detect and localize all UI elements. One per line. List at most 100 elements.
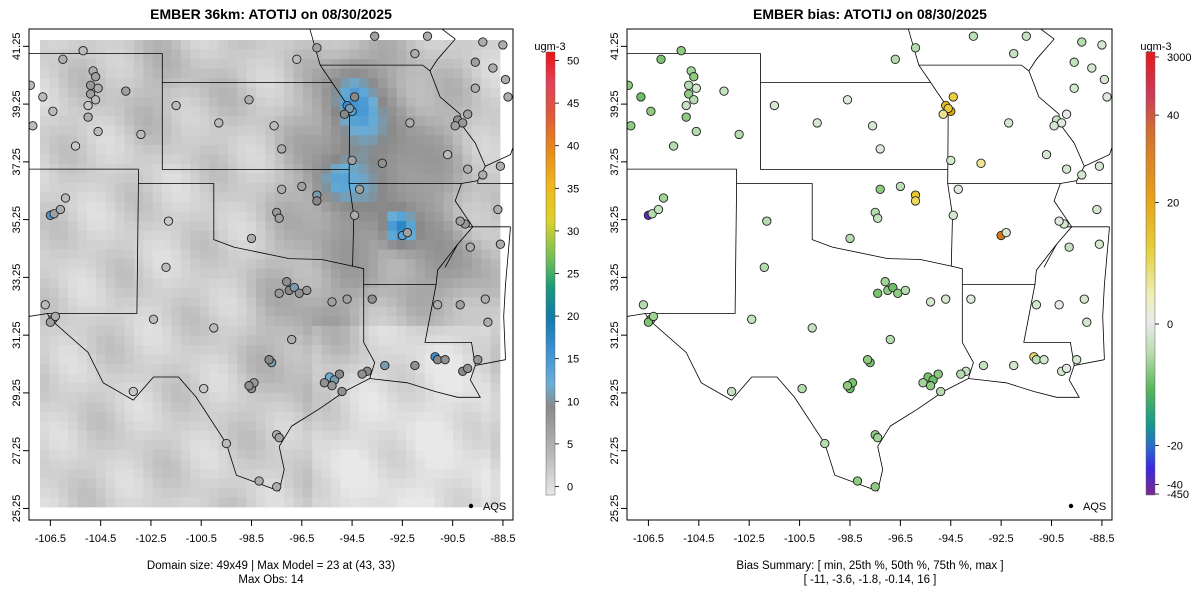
observation-site	[221, 438, 232, 449]
grid-cell	[293, 116, 304, 127]
grid-cell	[481, 268, 492, 279]
grid-cell	[406, 125, 416, 136]
bias-site	[1092, 204, 1102, 215]
grid-cell	[171, 411, 182, 422]
grid-cell	[227, 211, 238, 222]
colorbar-tick-label: 30	[567, 226, 579, 238]
grid-cell	[406, 440, 416, 451]
grid-cell	[312, 287, 323, 298]
grid-cell	[490, 449, 501, 460]
grid-cell	[218, 487, 229, 498]
grid-cell	[208, 97, 219, 108]
grid-cell	[265, 383, 276, 394]
grid-cell	[274, 97, 285, 108]
grid-cell	[218, 497, 229, 508]
grid-cell	[143, 116, 154, 127]
grid-cell	[387, 230, 398, 241]
grid-cell	[340, 383, 351, 394]
grid-cell	[331, 411, 341, 422]
grid-cell	[471, 325, 482, 336]
grid-cell	[302, 259, 313, 270]
grid-cell	[246, 487, 257, 498]
grid-cell	[255, 230, 266, 241]
bias-site	[1082, 317, 1092, 327]
grid-cell	[424, 125, 435, 136]
grid-cell	[302, 40, 313, 50]
bias-site	[1064, 242, 1074, 252]
grid-cell	[143, 487, 154, 498]
grid-cell	[302, 68, 313, 79]
grid-cell	[218, 78, 229, 89]
grid-cell	[434, 449, 445, 460]
grid-cell	[490, 487, 501, 498]
state-border	[29, 53, 351, 184]
grid-cell	[199, 87, 210, 98]
grid-cell	[68, 392, 78, 403]
observation-site	[442, 149, 453, 160]
grid-cell	[96, 240, 107, 251]
grid-cell	[321, 449, 332, 460]
grid-cell	[152, 459, 163, 470]
grid-cell	[237, 173, 247, 184]
grid-cell	[246, 202, 257, 212]
grid-cell	[396, 202, 407, 212]
grid-cell	[246, 240, 257, 251]
grid-cell	[274, 335, 285, 346]
grid-cell	[68, 497, 78, 508]
bias-site	[978, 360, 989, 371]
grid-cell	[424, 249, 435, 260]
grid-cell	[331, 449, 341, 460]
grid-cell	[481, 230, 492, 241]
y-tick-label: 31.25	[609, 321, 621, 349]
grid-cell	[124, 297, 135, 308]
grid-cell	[208, 411, 219, 422]
grid-cell	[218, 163, 229, 174]
grid-cell	[171, 87, 182, 98]
grid-cell	[199, 440, 210, 451]
grid-cell	[218, 316, 229, 327]
grid-cell	[359, 59, 369, 69]
grid-cell	[199, 68, 210, 79]
grid-cell	[255, 497, 266, 508]
y-tick-label: 29.25	[11, 379, 23, 407]
grid-cell	[180, 59, 191, 69]
grid-cell	[331, 173, 341, 184]
grid-cell	[462, 335, 473, 346]
grid-cell	[293, 411, 304, 422]
grid-cell	[340, 230, 351, 241]
grid-cell	[340, 125, 351, 136]
grid-cell	[434, 325, 445, 336]
grid-cell	[255, 135, 266, 146]
grid-cell	[105, 411, 116, 422]
grid-cell	[255, 344, 266, 355]
grid-cell	[443, 125, 454, 136]
grid-cell	[152, 49, 163, 60]
grid-cell	[143, 459, 154, 470]
grid-cell	[133, 259, 144, 270]
grid-cell	[331, 440, 341, 451]
grid-cell	[434, 268, 445, 279]
grid-cell	[274, 221, 285, 232]
grid-cell	[274, 154, 285, 165]
grid-cell	[490, 459, 501, 470]
y-tick-label: 29.25	[609, 379, 621, 407]
grid-cell	[227, 402, 238, 413]
bias-site	[1097, 40, 1107, 50]
grid-cell	[359, 421, 369, 432]
grid-cell	[96, 202, 107, 212]
grid-cell	[190, 78, 200, 89]
grid-cell	[424, 440, 435, 451]
observation-site	[246, 233, 257, 244]
bias-site	[689, 72, 699, 82]
grid-cell	[77, 249, 88, 260]
grid-cell	[349, 402, 360, 413]
observation-site	[488, 63, 498, 73]
grid-cell	[284, 173, 294, 184]
bias-site	[1069, 83, 1079, 93]
grid-cell	[115, 97, 125, 108]
grid-cell	[227, 154, 238, 165]
grid-cell	[96, 402, 107, 413]
grid-cell	[321, 383, 332, 394]
grid-cell	[340, 135, 351, 146]
